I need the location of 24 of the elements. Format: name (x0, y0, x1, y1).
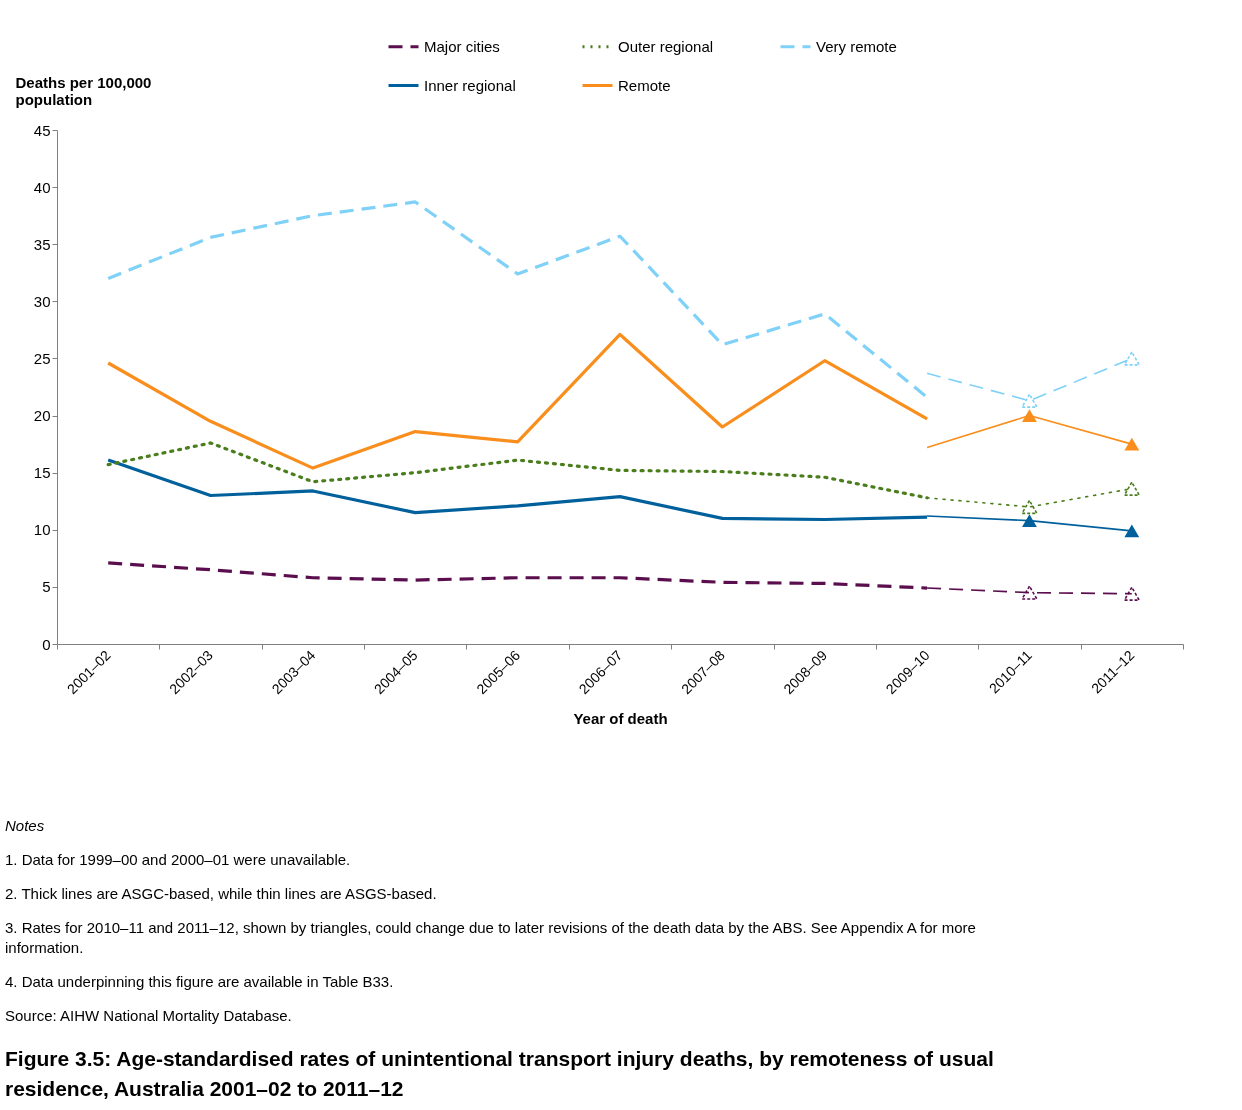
text: 4. Data underpinning this figure are available in Table B33. (5, 973, 394, 990)
y-tick-label: 40 (33, 178, 51, 196)
legend-label: Very remote (816, 37, 897, 55)
y-tick-label: 5 (42, 578, 51, 596)
x-axis-title: Year of death (573, 709, 668, 727)
text: 1. Data for 1999–00 and 2000–01 were unavailable. (5, 851, 351, 868)
y-tick-label: 25 (33, 349, 51, 367)
text: Notes (5, 817, 45, 834)
legend-label: Inner regional (424, 76, 516, 94)
y-axis-title: Deaths per 100,000 population (15, 73, 152, 108)
legend-label: Remote (618, 76, 671, 94)
y-tick-label: 20 (33, 407, 51, 425)
y-tick-label: 45 (33, 121, 51, 139)
y-tick-label: 35 (33, 235, 51, 253)
text: 2. Thick lines are ASGC-based, while thin lines are ASGS-based. (5, 885, 437, 902)
y-tick-label: 0 (42, 635, 51, 653)
y-tick-label: 10 (33, 521, 51, 539)
legend-label: Major cities (424, 37, 500, 55)
legend-label: Outer regional (618, 37, 714, 55)
text: 3. Rates for 2010–11 and 2011–12, shown by triangles, could change due to later revisions of the death data by the ABS. See Appendix A for more information. (5, 919, 976, 956)
y-tick-label: 15 (33, 464, 51, 482)
source-note: Source: AIHW National Mortality Database. (5, 1007, 292, 1024)
text: Figure 3.5: Age-standardised rates of unintentional transport injury deaths, by remoteness of usual residence, Australia 2001–02 to 2011–12 (5, 1047, 994, 1100)
y-tick-label: 30 (33, 292, 51, 310)
